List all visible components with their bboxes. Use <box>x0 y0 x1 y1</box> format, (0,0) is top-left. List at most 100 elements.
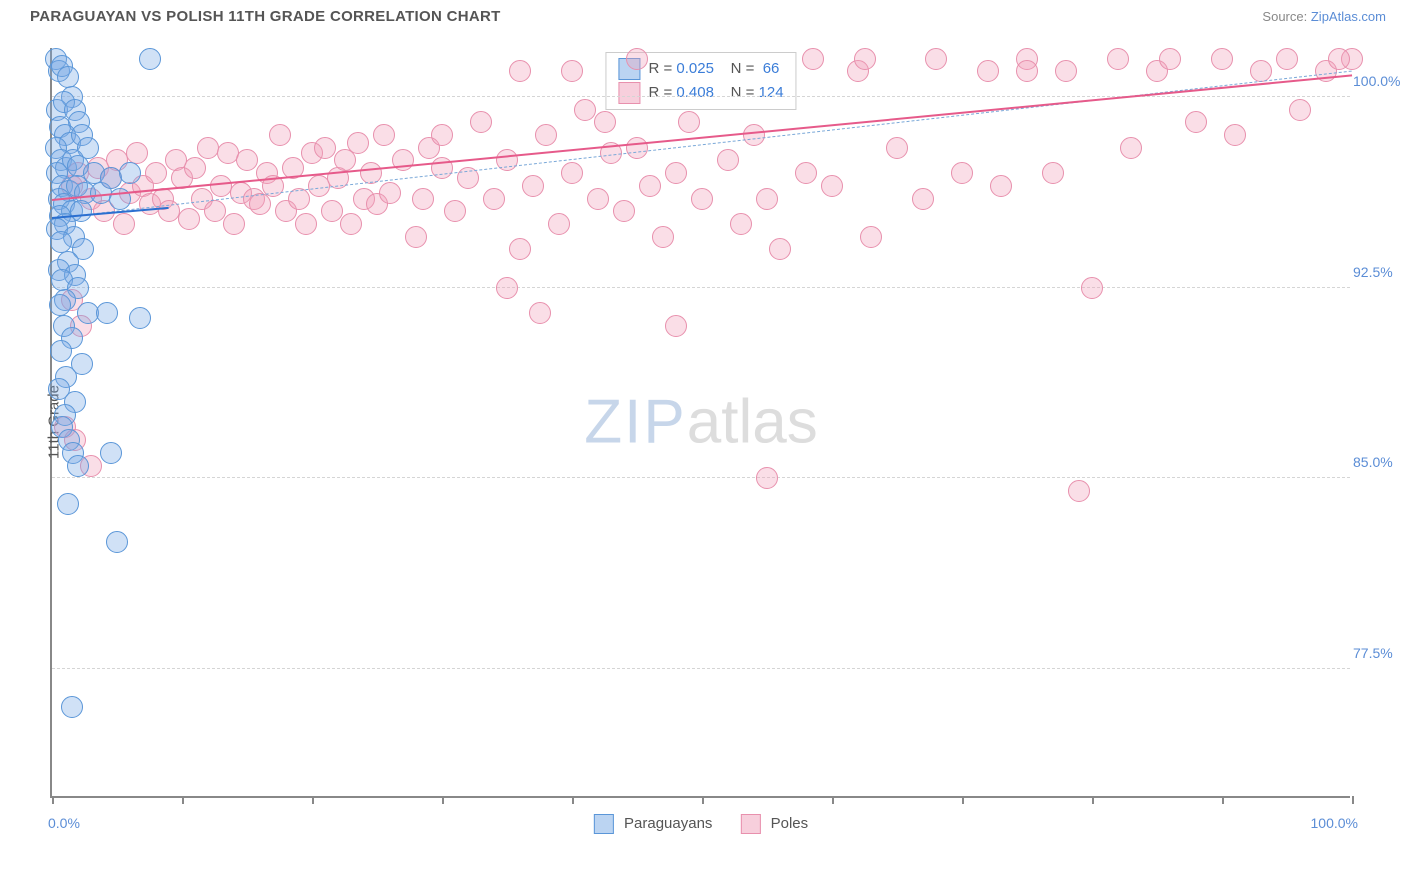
y-tick-label: 85.0% <box>1353 454 1406 470</box>
data-point-paraguayans <box>67 455 89 477</box>
data-point-poles <box>1042 162 1064 184</box>
gridline <box>52 96 1350 97</box>
y-tick-label: 77.5% <box>1353 645 1406 661</box>
data-point-poles <box>113 213 135 235</box>
data-point-poles <box>1055 60 1077 82</box>
n-label: N = <box>731 60 755 77</box>
n-value-pink: 124 <box>759 84 784 101</box>
data-point-poles <box>1016 60 1038 82</box>
data-point-poles <box>340 213 362 235</box>
data-point-poles <box>126 142 148 164</box>
series-legend: Paraguayans Poles <box>594 814 808 834</box>
data-point-poles <box>730 213 752 235</box>
data-point-poles <box>1120 137 1142 159</box>
data-point-poles <box>652 226 674 248</box>
legend-label-paraguayans: Paraguayans <box>624 815 712 832</box>
data-point-poles <box>756 467 778 489</box>
source-link[interactable]: ZipAtlas.com <box>1311 9 1386 24</box>
legend-item-poles: Poles <box>740 814 808 834</box>
data-point-poles <box>392 149 414 171</box>
gridline <box>52 668 1350 669</box>
data-point-poles <box>1081 277 1103 299</box>
data-point-poles <box>1159 48 1181 70</box>
data-point-poles <box>483 188 505 210</box>
x-tick <box>572 796 574 804</box>
data-point-poles <box>1289 99 1311 121</box>
legend-stats-pink: R = 0.408 N = 124 <box>648 81 783 105</box>
data-point-poles <box>691 188 713 210</box>
gridline <box>52 477 1350 478</box>
r-value-pink: 0.408 <box>676 84 714 101</box>
data-point-poles <box>412 188 434 210</box>
data-point-poles <box>854 48 876 70</box>
x-tick <box>442 796 444 804</box>
data-point-paraguayans <box>139 48 161 70</box>
data-point-paraguayans <box>57 66 79 88</box>
data-point-poles <box>951 162 973 184</box>
data-point-poles <box>295 213 317 235</box>
data-point-paraguayans <box>100 442 122 464</box>
source-attribution: Source: ZipAtlas.com <box>1262 9 1386 24</box>
data-point-poles <box>769 238 791 260</box>
data-point-poles <box>347 132 369 154</box>
data-point-poles <box>431 124 453 146</box>
data-point-poles <box>405 226 427 248</box>
data-point-poles <box>548 213 570 235</box>
data-point-poles <box>561 60 583 82</box>
data-point-poles <box>314 137 336 159</box>
data-point-poles <box>795 162 817 184</box>
x-tick <box>312 796 314 804</box>
y-tick-label: 100.0% <box>1353 73 1406 89</box>
data-point-poles <box>743 124 765 146</box>
watermark: ZIPatlas <box>584 387 817 458</box>
data-point-poles <box>444 200 466 222</box>
n-value-blue: 66 <box>763 60 780 77</box>
legend-swatch-poles <box>740 814 760 834</box>
data-point-poles <box>678 111 700 133</box>
legend-stats-blue: R = 0.025 N = 66 <box>648 57 779 81</box>
data-point-poles <box>977 60 999 82</box>
data-point-poles <box>223 213 245 235</box>
x-tick <box>52 796 54 804</box>
source-label: Source: <box>1262 9 1307 24</box>
data-point-poles <box>626 137 648 159</box>
data-point-poles <box>717 149 739 171</box>
data-point-paraguayans <box>50 231 72 253</box>
watermark-zip: ZIP <box>584 388 686 457</box>
x-tick <box>1352 796 1354 804</box>
x-tick <box>1092 796 1094 804</box>
data-point-poles <box>373 124 395 146</box>
data-point-poles <box>509 60 531 82</box>
data-point-poles <box>587 188 609 210</box>
data-point-poles <box>496 277 518 299</box>
y-tick-label: 92.5% <box>1353 264 1406 280</box>
data-point-poles <box>379 182 401 204</box>
r-label: R = <box>648 60 672 77</box>
data-point-poles <box>925 48 947 70</box>
watermark-atlas: atlas <box>687 388 818 457</box>
data-point-poles <box>522 175 544 197</box>
data-point-paraguayans <box>49 294 71 316</box>
legend-item-paraguayans: Paraguayans <box>594 814 713 834</box>
data-point-poles <box>990 175 1012 197</box>
data-point-poles <box>321 200 343 222</box>
data-point-poles <box>535 124 557 146</box>
data-point-paraguayans <box>119 162 141 184</box>
data-point-poles <box>626 48 648 70</box>
r-value-blue: 0.025 <box>676 60 714 77</box>
gridline <box>52 287 1350 288</box>
data-point-poles <box>1068 480 1090 502</box>
data-point-poles <box>509 238 531 260</box>
data-point-paraguayans <box>61 696 83 718</box>
r-label: R = <box>648 84 672 101</box>
data-point-paraguayans <box>129 307 151 329</box>
data-point-poles <box>178 208 200 230</box>
data-point-poles <box>184 157 206 179</box>
x-tick <box>1222 796 1224 804</box>
data-point-paraguayans <box>50 340 72 362</box>
scatter-plot-area: 11th Grade ZIPatlas R = 0.025 N = 66 R =… <box>50 48 1350 798</box>
data-point-poles <box>665 162 687 184</box>
x-tick <box>962 796 964 804</box>
data-point-poles <box>860 226 882 248</box>
data-point-poles <box>1276 48 1298 70</box>
